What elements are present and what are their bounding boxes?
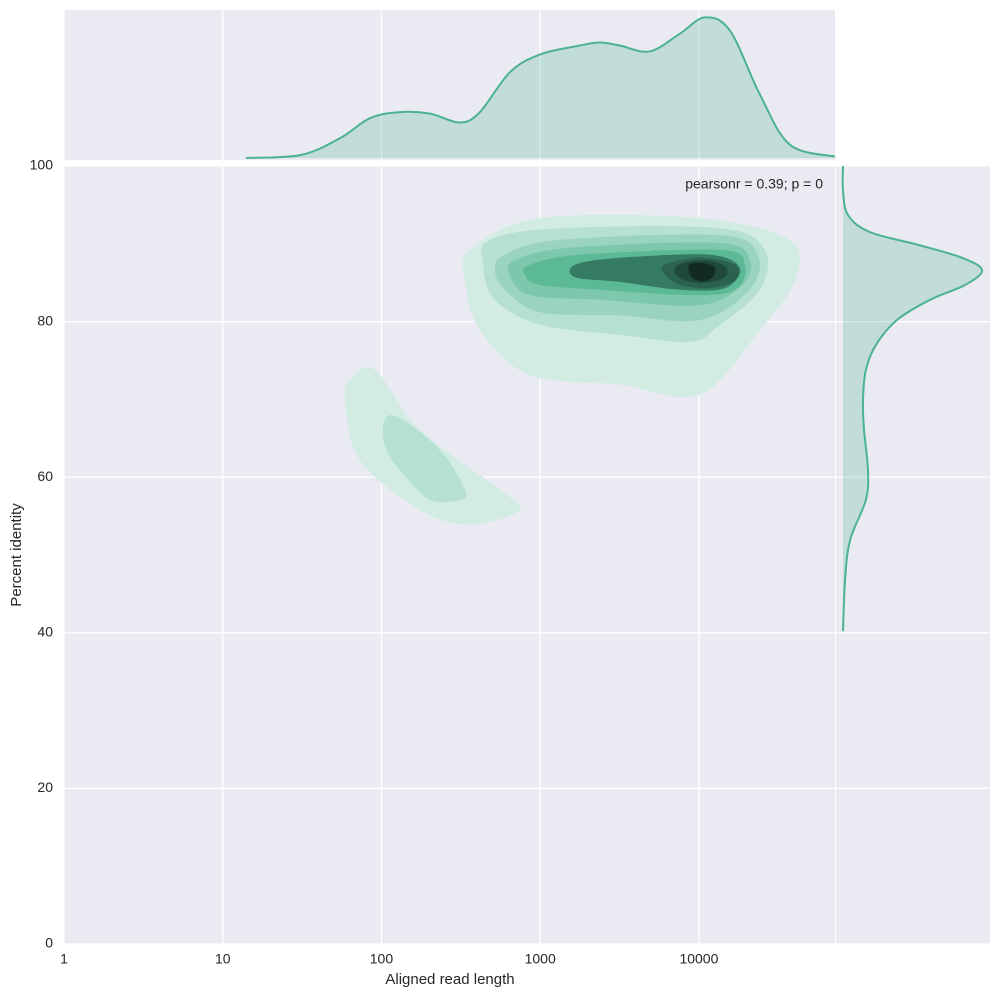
- y-tick-label: 40: [37, 624, 53, 640]
- x-tick-label: 1000: [525, 951, 556, 967]
- y-tick-label: 60: [37, 468, 53, 484]
- right-panel: [836, 166, 990, 944]
- x-tick-label: 100: [370, 951, 394, 967]
- x-tick-label: 10000: [679, 951, 718, 967]
- y-tick-label: 80: [37, 312, 53, 328]
- y-tick-label: 100: [30, 157, 54, 173]
- right-density-area: [842, 166, 983, 632]
- y-tick-label: 0: [45, 935, 53, 951]
- x-tick-label: 10: [215, 951, 231, 967]
- contour: [382, 415, 467, 503]
- marks: [245, 16, 984, 632]
- top-density-area: [245, 17, 835, 159]
- x-axis-label: Aligned read length: [385, 971, 514, 988]
- x-tick-label: 1: [60, 951, 68, 967]
- contour: [688, 262, 716, 282]
- top-density-line: [245, 16, 836, 159]
- grid: [63, 10, 990, 945]
- y-axis-label: Percent identity: [8, 503, 25, 607]
- top-panel: [64, 10, 835, 160]
- right-density-line: [841, 165, 984, 632]
- y-tick-label: 20: [37, 779, 53, 795]
- annotation: pearsonr = 0.39; p = 0: [685, 176, 823, 192]
